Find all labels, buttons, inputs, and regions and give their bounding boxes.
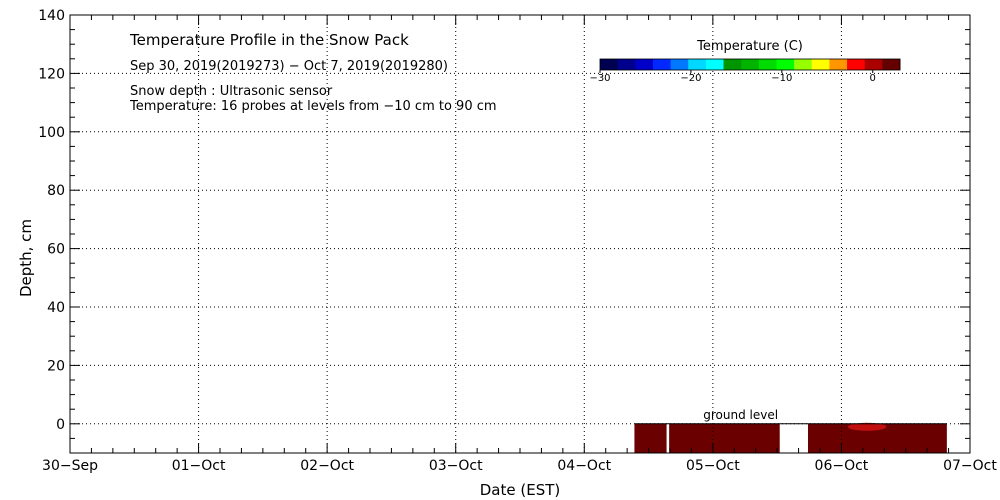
- heatmap-highlight-1: [847, 422, 887, 431]
- grid-layer: [70, 15, 970, 453]
- colorbar-tick-label: −10: [771, 73, 792, 84]
- temperature-note: Temperature: 16 probes at levels from −1…: [129, 99, 497, 114]
- y-tick-label: 140: [38, 8, 65, 24]
- chart-subtitle: Sep 30, 2019(2019273) − Oct 7, 2019(2019…: [130, 59, 448, 74]
- colorbar-swatch: [652, 59, 672, 70]
- colorbar-swatch: [688, 59, 707, 70]
- colorbar-tick-label: −20: [680, 73, 701, 84]
- colorbar-swatch: [882, 59, 901, 70]
- x-tick-label: 02−Oct: [300, 458, 354, 474]
- x-tick-label: 05−Oct: [686, 458, 740, 474]
- colorbar-title: Temperature (C): [696, 39, 803, 54]
- x-tick-label: 01−Oct: [172, 458, 226, 474]
- colorbar-swatch: [617, 59, 636, 70]
- colorbar-swatch: [794, 59, 813, 70]
- tick-layer: 30−Sep 01−Oct 02−Oct 03−Oct 04−Oct 05−Oct 06−O…: [38, 8, 997, 474]
- ground-level-label: ground level: [703, 408, 778, 422]
- y-tick-label: 20: [47, 358, 65, 374]
- colorbar: Temperature (C) −30 −20 −10 0: [589, 39, 901, 84]
- colorbar-tick-label: 0: [870, 73, 876, 84]
- y-tick-label: 0: [56, 417, 65, 433]
- colorbar-swatch: [776, 59, 795, 70]
- x-tick-label: 30−Sep: [42, 458, 98, 474]
- colorbar-swatch: [829, 59, 848, 70]
- plot-frame: [69, 14, 971, 454]
- colorbar-swatch: [847, 59, 866, 70]
- colorbar-frame: [599, 58, 901, 71]
- y-tick-label: 120: [38, 66, 65, 82]
- colorbar-tick-label: −30: [589, 73, 610, 84]
- colorbar-swatches: [599, 58, 901, 71]
- x-tick-label: 06−Oct: [815, 458, 869, 474]
- colorbar-swatch: [705, 59, 725, 70]
- colorbar-swatch: [741, 59, 760, 70]
- heatmap-layer: [634, 422, 947, 453]
- colorbar-swatch: [635, 59, 654, 70]
- colorbar-swatch: [670, 59, 689, 70]
- y-tick-label: 100: [38, 125, 65, 141]
- y-tick-label: 40: [47, 300, 65, 316]
- x-axis-title: Date (EST): [480, 481, 561, 499]
- x-tick-label: 07−Oct: [943, 458, 997, 474]
- colorbar-swatch: [758, 59, 777, 70]
- x-tick-label: 03−Oct: [429, 458, 483, 474]
- colorbar-swatch: [723, 59, 742, 70]
- snow-depth-note: Snow depth : Ultrasonic sensor: [130, 84, 333, 99]
- y-tick-label: 80: [47, 183, 65, 199]
- y-axis-title: Depth, cm: [17, 219, 35, 297]
- heatmap-cell-2: [669, 423, 780, 453]
- colorbar-swatch: [600, 59, 619, 70]
- y-tick-label: 60: [47, 242, 65, 258]
- colorbar-ticks: −30 −20 −10 0: [589, 70, 876, 84]
- heatmap-cell-1: [634, 423, 667, 453]
- colorbar-swatch: [864, 59, 883, 70]
- chart-title: Temperature Profile in the Snow Pack: [129, 31, 409, 49]
- x-tick-label: 04−Oct: [557, 458, 611, 474]
- colorbar-swatch: [811, 59, 830, 70]
